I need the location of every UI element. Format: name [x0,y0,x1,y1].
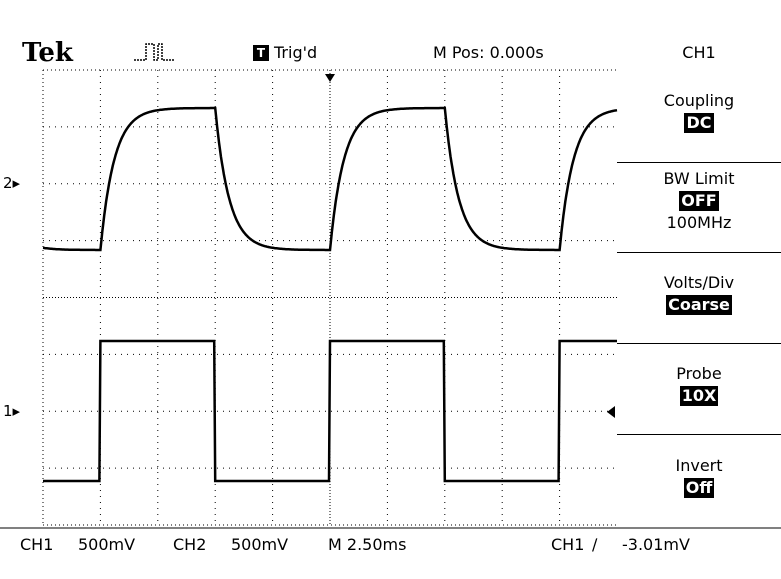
menu-coupling[interactable]: Coupling DC [617,90,781,134]
probe-label: Probe [676,364,722,383]
side-menu: Coupling DC BW Limit OFF 100MHz Volts/Di… [617,60,781,552]
ch2-scale: 500mV [231,535,289,554]
probe-value: 10X [679,386,719,406]
trigger-level-marker [607,406,615,418]
bw-limit-value: OFF [679,191,719,211]
volts-div-label: Volts/Div [663,273,735,292]
menu-divider [617,162,781,163]
ch1-marker: 1▸ [3,402,21,420]
brand-logo: Tek [22,38,73,68]
ch2-marker: 2▸ [3,174,21,192]
menu-divider [617,252,781,253]
ch2-label: CH2 [173,535,207,554]
volts-div-value: Coarse [666,295,732,315]
menu-divider [617,343,781,344]
ch2-waveform [42,106,618,252]
menu-bw-limit[interactable]: BW Limit OFF 100MHz [617,168,781,234]
bw-limit-label: BW Limit [663,169,735,188]
trigger-status: Trig'd [274,43,318,62]
acquisition-icon [134,43,174,61]
ch1-label: CH1 [20,535,54,554]
ch1-scale: 500mV [78,535,136,554]
bw-limit-extra: 100MHz [666,213,732,232]
menu-probe[interactable]: Probe 10X [617,363,781,407]
graticule [0,69,781,529]
trigger-source: CH1 [551,535,585,554]
menu-invert[interactable]: Invert Off [617,455,781,499]
ch1-waveform [43,339,617,483]
menu-volts-div[interactable]: Volts/Div Coarse [617,272,781,316]
trigger-slope-icon: ∕ [592,535,598,554]
invert-label: Invert [675,456,723,475]
menu-title: CH1 [682,43,716,62]
coupling-label: Coupling [663,91,735,110]
timebase: M 2.50ms [328,535,407,554]
trigger-level: -3.01mV [622,535,690,554]
trigger-status-icon: T [253,45,269,61]
main-position: M Pos: 0.000s [433,43,544,62]
menu-divider [617,434,781,435]
trigger-position-marker [325,74,335,82]
invert-value: Off [683,478,715,498]
coupling-value: DC [684,113,714,133]
